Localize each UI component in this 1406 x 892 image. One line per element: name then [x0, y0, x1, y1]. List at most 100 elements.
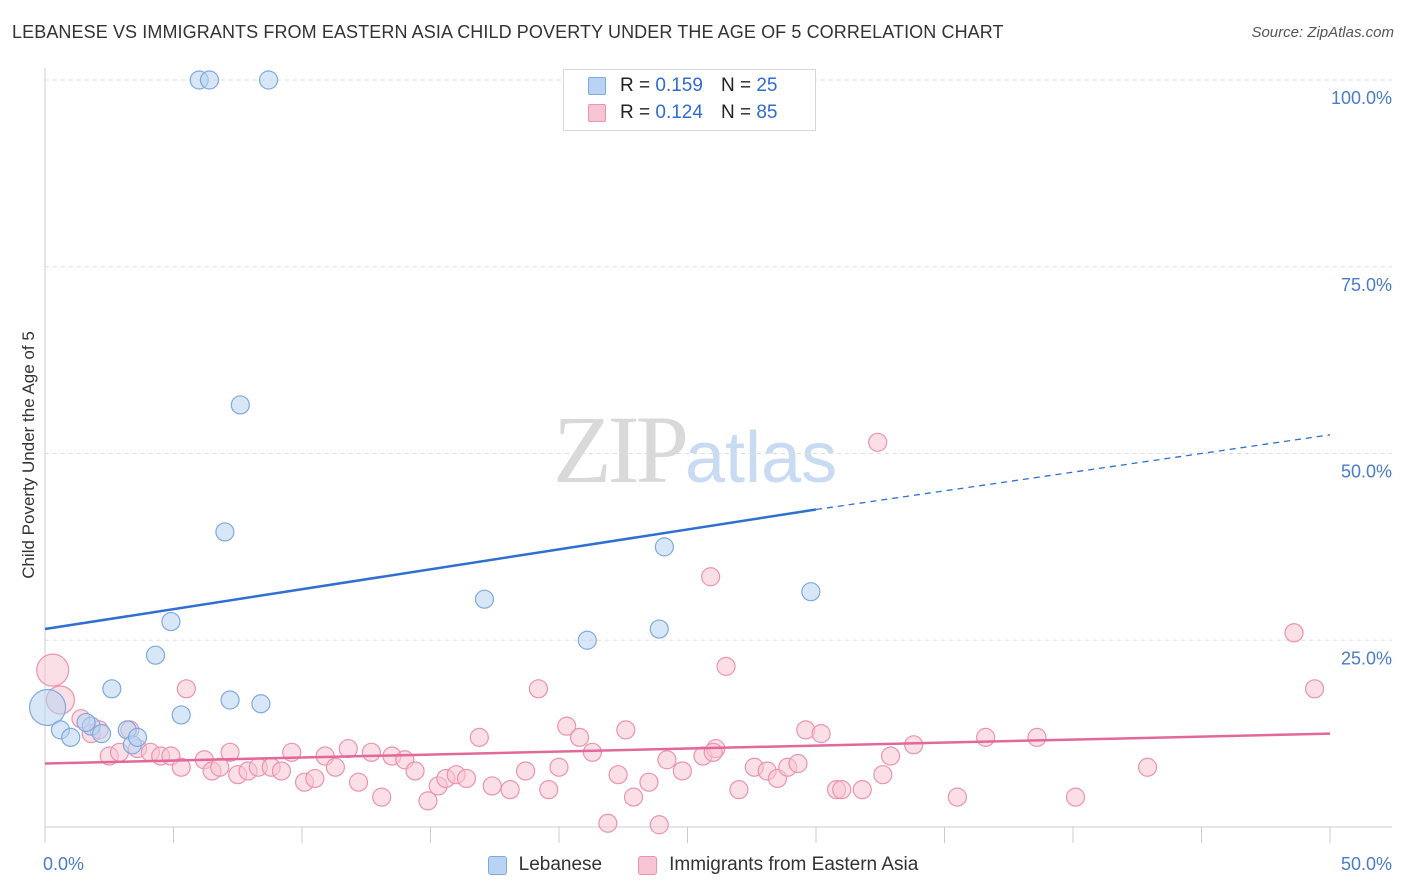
legend-n-value-eastern-asia: 85 — [756, 102, 778, 123]
data-point-eastern-asia — [220, 742, 240, 762]
watermark-atlas: atlas — [685, 418, 838, 498]
chart-title: LEBANESE VS IMMIGRANTS FROM EASTERN ASIA… — [12, 22, 1004, 42]
legend-item-eastern-asia[interactable]: Immigrants from Eastern Asia — [638, 854, 918, 876]
data-point-eastern-asia — [171, 757, 191, 777]
data-point-eastern-asia — [582, 742, 603, 762]
y-tick-label: 50.0% — [1341, 462, 1392, 482]
data-point-eastern-asia — [515, 761, 536, 781]
data-point-eastern-asia — [616, 720, 636, 740]
data-point-eastern-asia — [880, 746, 901, 766]
data-point-eastern-asia — [701, 567, 721, 587]
data-point-lebanese — [801, 582, 821, 602]
data-point-lebanese — [230, 395, 250, 415]
watermark: ZIPatlas — [553, 402, 837, 498]
data-point-eastern-asia — [557, 716, 577, 736]
trend-lines — [44, 434, 1331, 765]
data-point-eastern-asia — [361, 742, 381, 762]
data-point-eastern-asia — [500, 780, 520, 800]
series-lebanese — [28, 70, 821, 755]
data-point-eastern-asia — [703, 742, 723, 762]
data-point-eastern-asia — [832, 780, 852, 800]
data-point-eastern-asia — [649, 815, 669, 835]
data-point-lebanese — [220, 690, 240, 710]
data-point-eastern-asia — [372, 787, 392, 807]
watermark-zip: ZIP — [553, 396, 689, 503]
data-point-eastern-asia — [418, 791, 438, 811]
trend-line-lebanese-extrapolated — [815, 434, 1331, 511]
legend-row-lebanese: R = 0.159 N = 25 — [588, 73, 777, 99]
data-point-eastern-asia — [482, 776, 502, 796]
data-point-eastern-asia — [608, 765, 628, 785]
legend-row-eastern-asia: R = 0.124 N = 85 — [588, 100, 777, 126]
data-point-eastern-asia — [904, 735, 924, 755]
data-point-lebanese — [474, 589, 495, 609]
legend-label-lebanese: Lebanese — [518, 854, 603, 875]
legend-swatch-lebanese — [487, 855, 507, 875]
data-point-eastern-asia — [1137, 757, 1158, 777]
data-point-eastern-asia — [569, 727, 590, 747]
data-point-eastern-asia — [539, 780, 559, 800]
data-point-eastern-asia — [549, 757, 569, 777]
data-point-eastern-asia — [405, 761, 425, 781]
y-axis-label: Child Poverty Under the Age of 5 — [19, 331, 38, 579]
data-point-eastern-asia — [1065, 787, 1086, 807]
data-point-eastern-asia — [338, 738, 358, 759]
legend-r-label: R = — [620, 75, 651, 96]
data-point-lebanese — [161, 611, 181, 632]
legend-label-eastern-asia: Immigrants from Eastern Asia — [669, 854, 919, 875]
data-point-lebanese — [251, 694, 271, 714]
trend-line-lebanese — [44, 508, 817, 631]
data-point-eastern-asia — [325, 757, 346, 777]
legend-r-label: R = — [620, 102, 651, 123]
legend-r-value-eastern-asia: 0.124 — [655, 102, 703, 123]
data-point-eastern-asia — [36, 653, 70, 687]
legend-swatch-eastern-asia — [638, 855, 658, 875]
data-point-eastern-asia — [657, 750, 677, 770]
data-point-lebanese — [649, 619, 669, 639]
source-label: Source: ZipAtlas.com — [1251, 24, 1394, 41]
data-point-eastern-asia — [811, 724, 831, 744]
data-point-eastern-asia — [976, 727, 996, 747]
series-immigrants-eastern-asia — [36, 432, 1325, 835]
data-point-lebanese — [654, 537, 674, 557]
data-point-lebanese — [127, 727, 148, 747]
data-point-eastern-asia — [868, 432, 888, 452]
legend-item-lebanese[interactable]: Lebanese — [487, 854, 603, 876]
legend-n-label: N = — [720, 75, 752, 96]
data-point-eastern-asia — [348, 772, 369, 792]
data-point-lebanese — [215, 522, 235, 542]
data-point-eastern-asia — [456, 768, 477, 789]
x-tick-label: 0.0% — [43, 854, 84, 874]
data-point-eastern-asia — [852, 780, 872, 800]
series-legend: Lebanese Immigrants from Eastern Asia — [0, 851, 1406, 879]
data-point-lebanese — [102, 679, 122, 699]
data-point-eastern-asia — [271, 761, 292, 781]
data-point-eastern-asia — [672, 761, 692, 781]
data-point-eastern-asia — [873, 765, 893, 785]
data-point-lebanese — [199, 70, 220, 90]
data-point-eastern-asia — [639, 772, 659, 792]
legend-n-label: N = — [720, 102, 752, 123]
data-point-eastern-asia — [469, 727, 489, 747]
legend-n-value-lebanese: 25 — [756, 75, 778, 96]
data-point-lebanese — [577, 630, 597, 650]
stats-legend: R = 0.159 N = 25 R = 0.124 N = 85 — [563, 69, 816, 131]
data-point-lebanese — [61, 727, 81, 747]
legend-swatch-lebanese — [588, 77, 606, 95]
y-tick-label: 25.0% — [1341, 648, 1392, 668]
data-point-eastern-asia — [716, 656, 736, 676]
trend-line-eastern-asia — [44, 732, 1331, 765]
data-point-eastern-asia — [598, 813, 618, 833]
data-point-eastern-asia — [623, 787, 644, 807]
legend-r-value-lebanese: 0.159 — [655, 75, 703, 96]
data-point-eastern-asia — [528, 679, 549, 699]
data-point-lebanese — [145, 645, 166, 665]
data-point-lebanese — [171, 705, 191, 725]
data-point-lebanese — [91, 724, 112, 744]
data-point-lebanese — [28, 688, 67, 727]
data-point-eastern-asia — [1284, 623, 1304, 643]
y-tick-label: 100.0% — [1331, 88, 1392, 108]
data-point-lebanese — [258, 70, 279, 90]
data-point-eastern-asia — [1027, 727, 1047, 747]
